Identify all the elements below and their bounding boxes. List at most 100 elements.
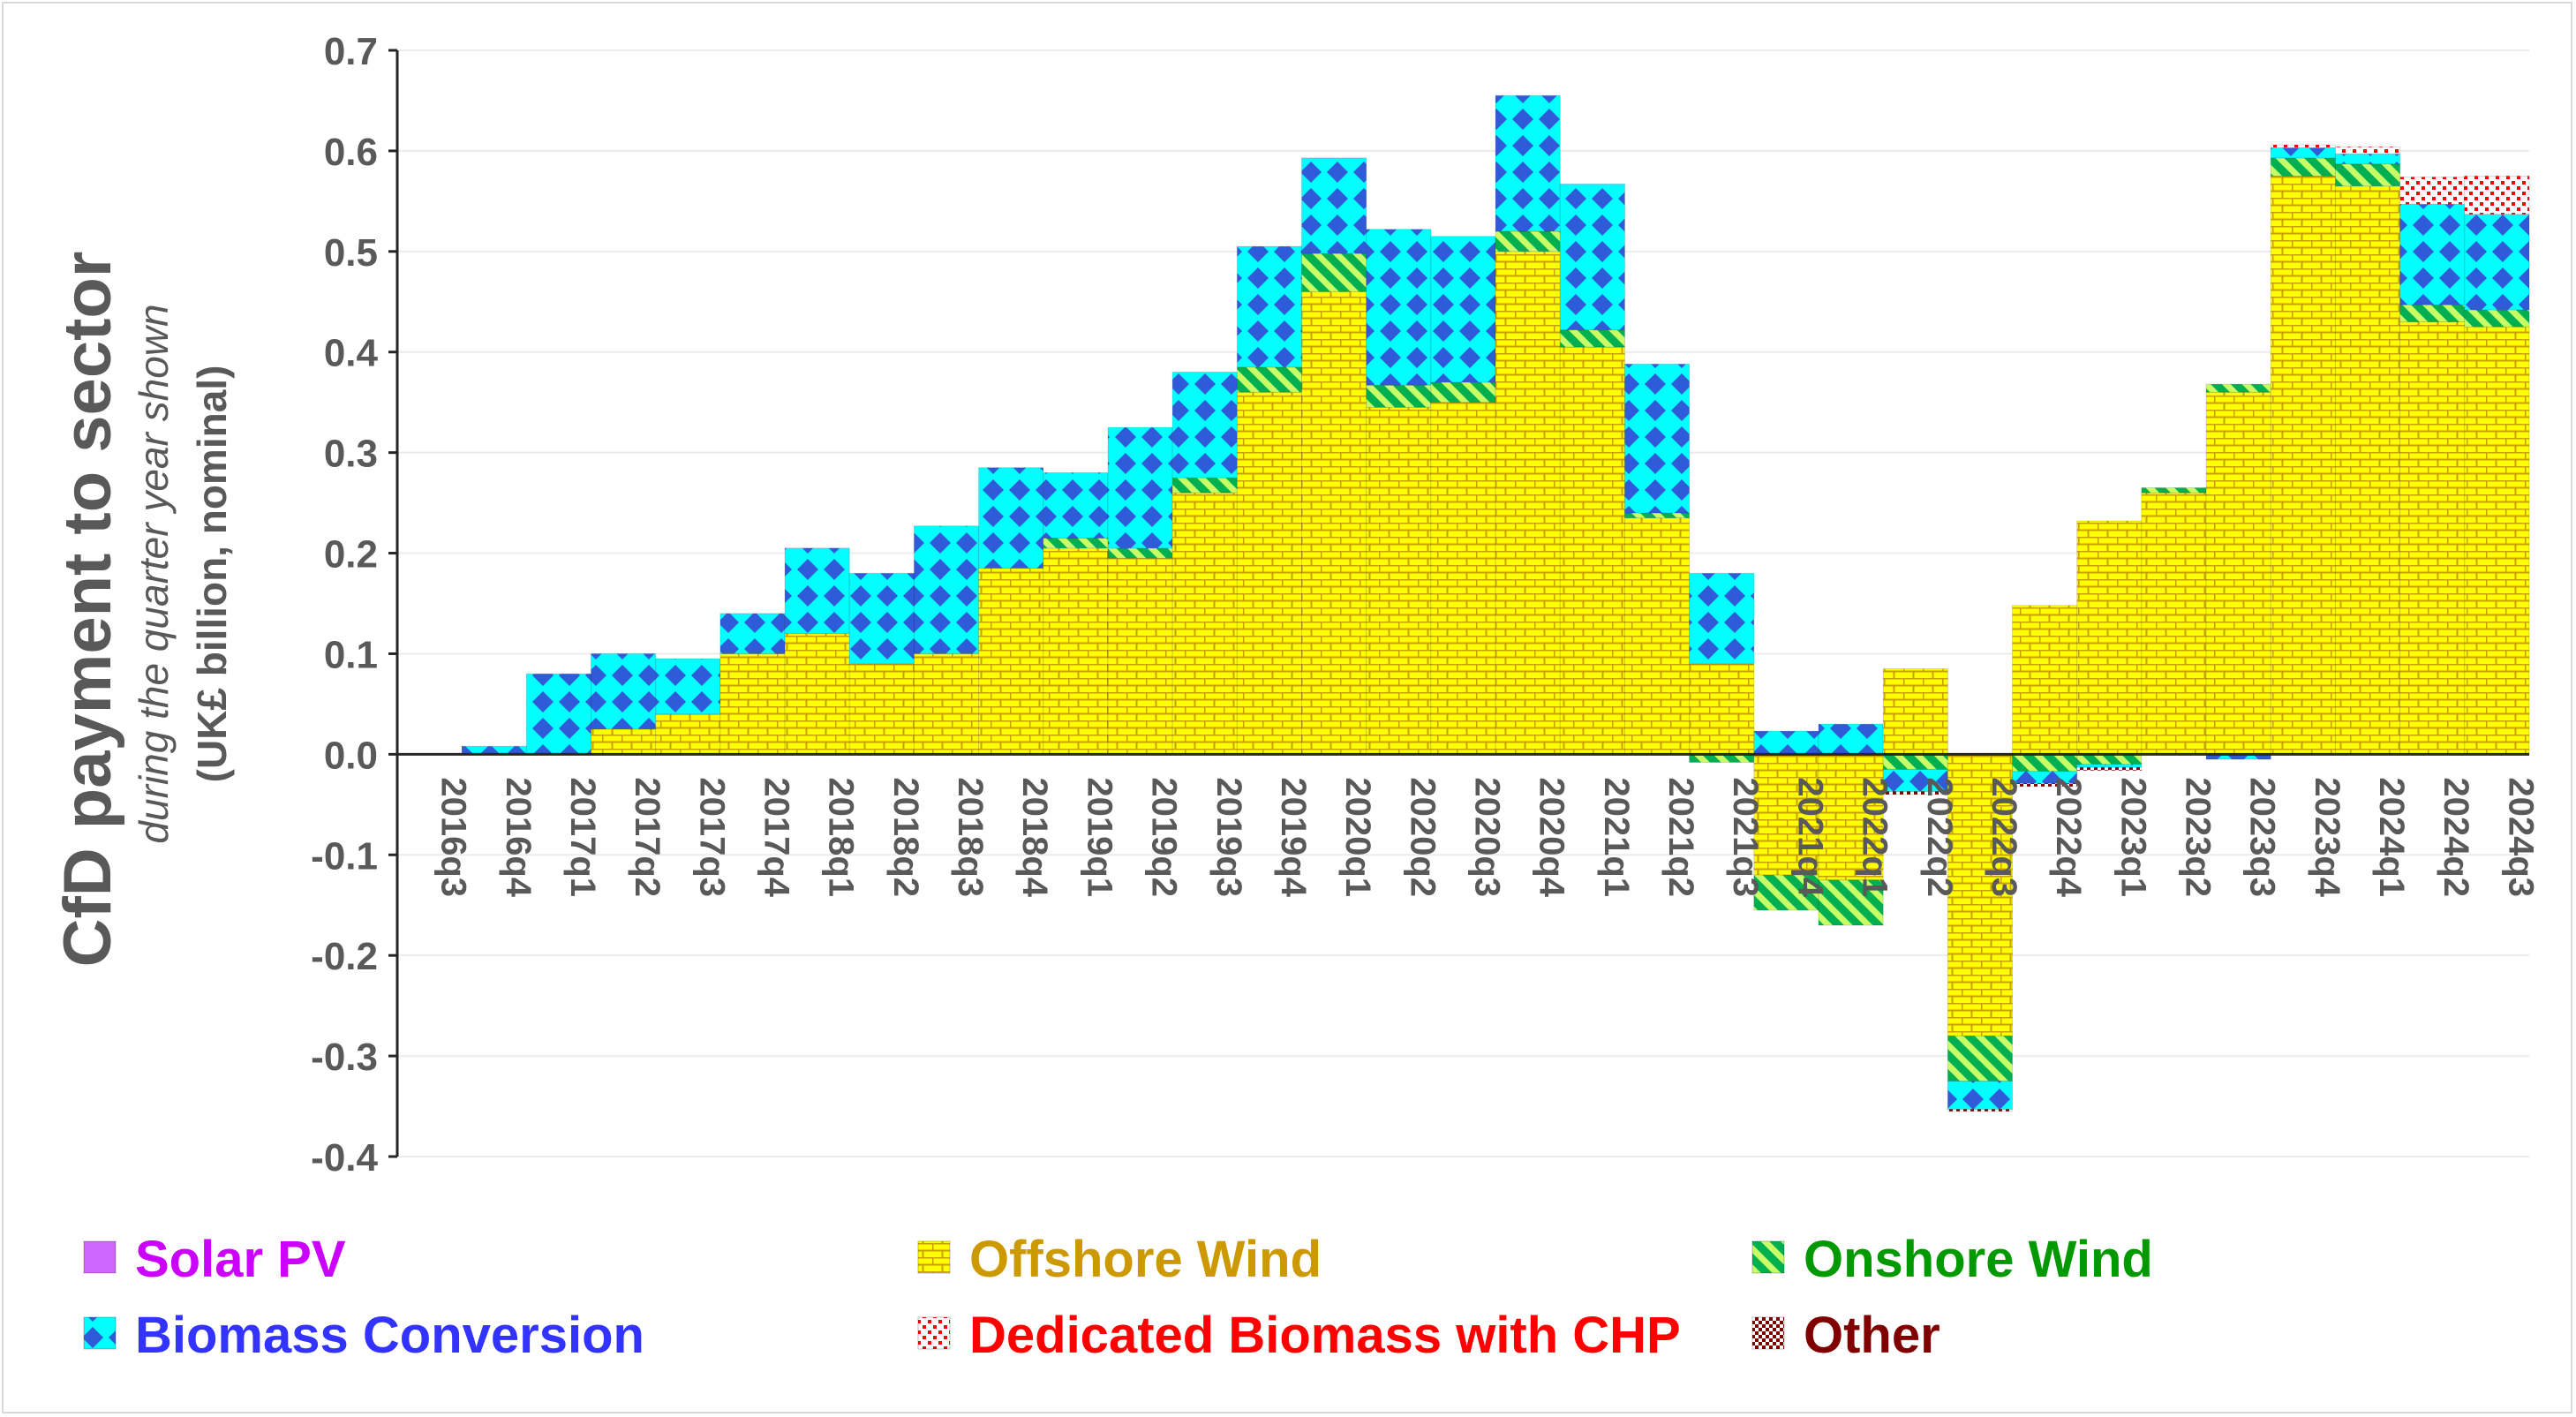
bar-segment-onshore-wind [1366, 384, 1432, 408]
legend-label: Onshore Wind [1804, 1231, 2153, 1288]
y-tick-label: -0.1 [311, 834, 378, 878]
bar-segment-offshore-wind [1171, 492, 1238, 755]
bar-segment-offshore-wind [1366, 406, 1432, 755]
bar-segment-onshore-wind [1301, 252, 1367, 292]
x-category-label: 2017q2 [628, 777, 667, 897]
bar-segment-biomass-conversion [1495, 94, 1561, 232]
legend-label: Offshore Wind [969, 1231, 1322, 1288]
bar-segment-offshore-wind [1043, 547, 1109, 755]
dotted-pattern-icon [917, 1316, 951, 1350]
bar-segment-onshore-wind [1882, 753, 1948, 770]
legend-label: Solar PV [135, 1231, 346, 1288]
bar-segment-biomass-conversion [1559, 183, 1625, 331]
y-axis-unit: (UK£ billion, nominal) [189, 366, 235, 783]
x-category-labels: 2016q3 2016q4 2017q1 2017q2 2017q3 2017q4 2018… [434, 777, 2541, 897]
x-category-label: 2020q4 [1533, 777, 1571, 897]
bar-segment-offshore-wind [1947, 753, 2014, 1036]
legend-item: Dedicated Biomass with CHP [917, 1307, 1681, 1364]
brick-pattern-icon [917, 1240, 951, 1274]
bar-segment-biomass-conversion [1043, 471, 1109, 539]
bar-segment-offshore-wind [2076, 520, 2143, 755]
x-category-label: 2022q1 [1856, 777, 1894, 897]
bar-segment-offshore-wind [591, 728, 657, 755]
bar-segment-offshore-wind [1107, 557, 1173, 755]
y-tick-label: 0.7 [324, 30, 378, 73]
bar-segment-biomass-conversion [719, 613, 786, 654]
bar-segment-offshore-wind [719, 652, 786, 755]
x-category-label: 2020q3 [1468, 777, 1507, 897]
x-category-label: 2023q1 [2113, 777, 2152, 897]
bar-segment-offshore-wind [1623, 517, 1691, 755]
x-category-label: 2017q1 [563, 777, 602, 897]
bar-segment-offshore-wind [2141, 492, 2207, 755]
y-tick-label: 0.5 [324, 231, 378, 275]
bar-segment-offshore-wind [913, 652, 980, 755]
bar-segment-onshore-wind [1495, 230, 1561, 252]
x-category-label: 2023q4 [2308, 777, 2346, 897]
bar-segment-offshore-wind [1430, 402, 1496, 755]
bar-segment-dedicated-biomass-with-chp [2399, 177, 2466, 205]
bar-segment-offshore-wind [2399, 321, 2466, 755]
legend-item: Other [1751, 1307, 1940, 1364]
bar-segment-biomass-conversion [1236, 245, 1303, 368]
bar-segment-biomass-conversion [591, 652, 657, 730]
y-tick-label: 0.4 [324, 332, 379, 375]
bar-segment-other [2076, 766, 2143, 772]
bar-segment-onshore-wind [1559, 329, 1625, 348]
legend-item: Biomass Conversion [83, 1307, 644, 1364]
bar-segment-offshore-wind [1301, 290, 1367, 755]
y-tick-label: -0.2 [311, 935, 378, 978]
bar-segment-biomass-conversion [2270, 147, 2336, 159]
y-tick-label: 0.1 [324, 633, 378, 676]
x-category-label: 2021q3 [1726, 777, 1765, 897]
y-tick-label: -0.4 [311, 1136, 378, 1180]
x-category-label: 2023q3 [2243, 777, 2282, 897]
legend-label: Dedicated Biomass with CHP [969, 1307, 1681, 1364]
legend-item: Onshore Wind [1751, 1231, 2153, 1288]
bar-segment-biomass-conversion [913, 525, 980, 654]
diagonal-stripe-icon [1751, 1240, 1785, 1274]
x-category-label: 2021q2 [1661, 777, 1700, 897]
x-category-label: 2024q1 [2372, 777, 2411, 897]
bar-segment-biomass-conversion [1301, 157, 1367, 254]
bar-segment-onshore-wind [1623, 512, 1691, 519]
bar-segment-onshore-wind [2334, 163, 2401, 187]
x-category-label: 2019q4 [1274, 777, 1313, 897]
legend-label: Biomass Conversion [135, 1307, 644, 1364]
bar-segment-biomass-conversion [2464, 214, 2530, 311]
y-tick-label: 0.3 [324, 433, 378, 476]
bar-segment-offshore-wind [848, 663, 915, 755]
bar-segment-onshore-wind [2205, 383, 2271, 393]
x-category-label: 2019q3 [1209, 777, 1248, 897]
x-category-label: 2018q1 [822, 777, 861, 897]
bar-segment-onshore-wind [2141, 487, 2207, 494]
legend: Solar PV Offshore Wind Onshore Wind Biomass… [83, 1231, 2153, 1364]
bar-segment-onshore-wind [1043, 537, 1109, 549]
x-category-label: 2022q4 [2049, 777, 2088, 897]
legend-label: Other [1804, 1307, 1940, 1364]
bar-segment-onshore-wind [1236, 366, 1303, 393]
bar-segment-offshore-wind [1882, 668, 1948, 755]
bar-segment-biomass-conversion [2076, 764, 2143, 768]
bar-segment-offshore-wind [2012, 605, 2078, 755]
bar-segment-biomass-conversion [1818, 723, 1884, 755]
x-category-label: 2018q4 [1015, 777, 1054, 897]
bar-segment-biomass-conversion [2399, 203, 2466, 305]
bar-segment-biomass-conversion [784, 547, 850, 635]
bar-segment-other [1947, 1108, 2014, 1112]
diamond-pattern-icon [83, 1316, 117, 1350]
bar-segment-offshore-wind [784, 633, 850, 755]
solar-square-icon [83, 1240, 117, 1274]
bar-segment-onshore-wind [1107, 547, 1173, 559]
y-tick-label: 0.6 [324, 131, 378, 174]
bar-segment-offshore-wind [2270, 175, 2336, 755]
y-axis-title: CfD payment to sector [50, 252, 125, 968]
bar-segment-biomass-conversion [1430, 236, 1496, 383]
x-category-label: 2018q3 [951, 777, 990, 897]
bar-segment-biomass-conversion [1947, 1081, 2014, 1110]
bar-segment-biomass-conversion [1689, 572, 1755, 665]
bar-segment-onshore-wind [2012, 753, 2078, 773]
bar-segment-biomass-conversion [1753, 730, 1819, 755]
bar-segment-other [2012, 782, 2078, 788]
